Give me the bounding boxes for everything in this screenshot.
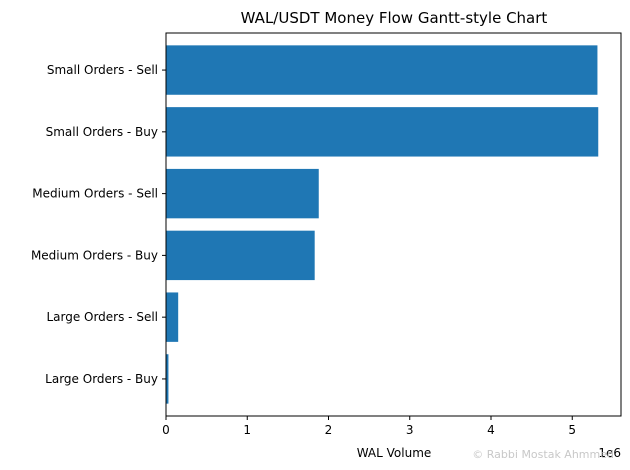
bar [166,230,315,281]
y-axis: Large Orders - Buy Large Orders - Sell Med… [31,63,166,386]
chart-title: WAL/USDT Money Flow Gantt-style Chart [241,9,548,27]
x-axis: 0 1 2 3 4 5 [162,416,576,437]
bar [166,168,319,219]
y-tick-label: Large Orders - Sell [46,310,158,324]
y-tick-label: Small Orders - Sell [47,63,158,77]
x-offset-label: 1e6 [598,446,621,460]
y-tick-label: Medium Orders - Sell [32,187,158,201]
bar [166,107,599,157]
bar [166,354,169,404]
x-tick-label: 1 [243,423,251,437]
y-tick-label: Small Orders - Buy [46,125,158,139]
watermark: © Rabbi Mostak Ahmmed [472,448,614,461]
x-tick-label: 0 [162,423,170,437]
y-tick-label: Medium Orders - Buy [31,248,158,262]
bars-group [166,45,599,404]
x-tick-label: 2 [325,423,333,437]
y-tick-label: Large Orders - Buy [45,372,158,386]
plot-frame [165,32,622,417]
x-tick-label: 5 [568,423,576,437]
x-tick-label: 3 [406,423,414,437]
x-tick-label: 4 [487,423,495,437]
bar [166,292,179,342]
bar [166,45,598,95]
x-axis-label: WAL Volume [357,446,432,460]
